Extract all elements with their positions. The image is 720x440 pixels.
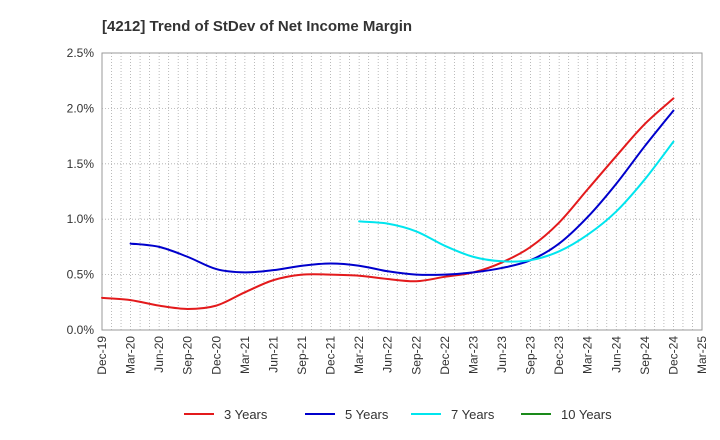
x-tick-label: Dec-20 [209, 336, 223, 375]
y-tick-label: 0.5% [67, 268, 95, 282]
x-tick-label: Mar-20 [124, 336, 138, 374]
series-line-5-years [129, 109, 675, 276]
x-tick-label: Dec-21 [324, 336, 338, 375]
legend-label-10-years: 10 Years [561, 407, 612, 422]
x-tick-label: Jun-24 [609, 336, 623, 373]
plot-frame [101, 52, 703, 331]
x-tick-label: Sep-22 [409, 336, 423, 375]
legend-label-7-years: 7 Years [451, 407, 495, 422]
x-tick-label: Dec-24 [666, 336, 680, 375]
series-line-3-years [101, 97, 675, 310]
x-tick-label: Mar-24 [581, 336, 595, 374]
y-tick-label: 1.0% [67, 212, 95, 226]
x-tick-label: Jun-22 [381, 336, 395, 373]
x-tick-label: Dec-19 [95, 336, 109, 375]
y-tick-label: 1.5% [67, 157, 95, 171]
x-tick-label: Sep-24 [638, 336, 652, 375]
y-tick-label: 0.0% [67, 323, 95, 337]
x-tick-label: Sep-21 [295, 336, 309, 375]
legend-label-3-years: 3 Years [224, 407, 268, 422]
x-tick-label: Mar-25 [695, 336, 709, 374]
x-tick-label: Dec-23 [552, 336, 566, 375]
x-tick-label: Mar-22 [352, 336, 366, 374]
x-tick-label: Sep-23 [524, 336, 538, 375]
series-line-7-years [358, 140, 675, 263]
y-tick-label: 2.0% [67, 101, 95, 115]
y-tick-label: 2.5% [67, 46, 95, 60]
x-tick-label: Jun-21 [266, 336, 280, 373]
axes: 0.0% 0.5% 1.0% 1.5% 2.0% 2.5% Dec-19 Mar-20 Jun-… [67, 46, 709, 375]
chart-title: [4212] Trend of StDev of Net Income Marg… [102, 18, 412, 35]
x-tick-label: Sep-20 [181, 336, 195, 375]
x-tick-label: Jun-20 [152, 336, 166, 373]
gridlines [101, 52, 703, 331]
x-tick-label: Dec-22 [438, 336, 452, 375]
x-tick-label: Mar-21 [238, 336, 252, 374]
x-tick-label: Jun-23 [495, 336, 509, 373]
legend: 3 Years 5 Years 7 Years 10 Years [184, 407, 612, 422]
x-tick-label: Mar-23 [466, 336, 480, 374]
series-lines [101, 97, 675, 310]
legend-label-5-years: 5 Years [345, 407, 389, 422]
